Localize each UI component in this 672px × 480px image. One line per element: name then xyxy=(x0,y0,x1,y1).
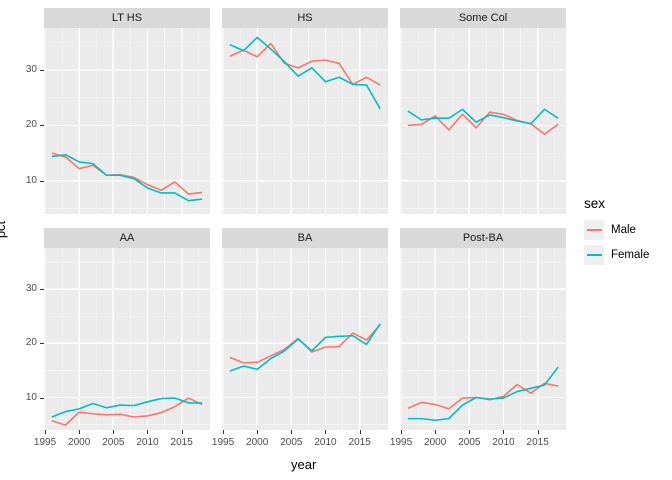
legend-item-male: Male xyxy=(584,220,649,240)
x-tick-label: 2005 xyxy=(102,437,125,448)
y-axis-title: pct xyxy=(0,220,9,239)
legend-item-label: Male xyxy=(611,224,636,236)
facet-panel xyxy=(44,248,210,430)
facet-panel xyxy=(44,28,210,214)
grid-minor xyxy=(400,248,566,430)
legend-key-female-icon xyxy=(584,245,604,265)
y-tick-label: 20 xyxy=(25,337,37,349)
facet-panel xyxy=(400,28,566,214)
female-line-swatch xyxy=(586,254,602,256)
x-tick-mark xyxy=(223,430,225,434)
facet-strip-label: Post-BA xyxy=(462,232,504,244)
facet-panel xyxy=(400,248,566,430)
panel-background xyxy=(400,248,566,430)
female-line xyxy=(407,366,559,422)
facet-strip-label: HS xyxy=(297,12,313,24)
y-tick-mark xyxy=(40,125,44,127)
y-tick-mark xyxy=(40,70,44,72)
grid-major xyxy=(222,28,388,214)
facet-strip: LT HS xyxy=(44,8,210,28)
panel-background xyxy=(44,28,210,214)
female-line xyxy=(407,108,559,125)
male-line xyxy=(51,397,203,426)
x-axis-title: year xyxy=(291,457,317,472)
x-tick-label: 2015 xyxy=(170,437,193,448)
x-tick-label: 2015 xyxy=(526,437,549,448)
x-tick-mark xyxy=(257,430,259,434)
y-tick-mark xyxy=(40,180,44,182)
male-line xyxy=(407,111,559,136)
panel-background xyxy=(44,248,210,430)
grid-major xyxy=(400,248,566,430)
grid-major xyxy=(400,28,566,214)
x-tick-label: 2000 xyxy=(68,437,91,448)
facet-strip-label: LT HS xyxy=(111,12,143,24)
facet-strip-label: AA xyxy=(119,232,135,244)
facet-strip: BA xyxy=(222,228,388,248)
male-line-swatch xyxy=(586,229,602,231)
x-tick-mark xyxy=(503,430,505,434)
facet-strip: AA xyxy=(44,228,210,248)
x-tick-mark xyxy=(79,430,81,434)
y-tick-mark xyxy=(40,343,44,345)
x-tick-label: 1995 xyxy=(389,437,413,448)
x-tick-mark xyxy=(181,430,183,434)
female-line xyxy=(229,323,381,372)
x-tick-mark xyxy=(291,430,293,434)
grid-major xyxy=(44,28,210,214)
panel-background xyxy=(222,248,388,430)
x-tick-label: 2010 xyxy=(492,437,515,448)
y-tick-label: 30 xyxy=(25,283,37,295)
x-tick-label: 2010 xyxy=(136,437,159,448)
grid-major xyxy=(222,248,388,430)
x-tick-label: 2010 xyxy=(314,437,337,448)
legend-title: sex xyxy=(584,196,606,211)
x-tick-mark xyxy=(147,430,149,434)
x-tick-mark xyxy=(113,430,115,434)
y-tick-label: 10 xyxy=(25,391,37,403)
facet-strip: Some Col xyxy=(400,8,566,28)
grid-minor xyxy=(222,248,388,430)
grid-minor xyxy=(44,28,210,214)
facet-strip-label: Some Col xyxy=(458,12,508,24)
facet-strip: Post-BA xyxy=(400,228,566,248)
grid-minor xyxy=(400,28,566,214)
x-tick-mark xyxy=(45,430,47,434)
y-tick-label: 20 xyxy=(25,119,37,131)
grid-minor xyxy=(222,28,388,214)
legend-key-male-icon xyxy=(584,220,604,240)
x-tick-label: 1995 xyxy=(211,437,235,448)
x-tick-mark xyxy=(469,430,471,434)
x-tick-label: 2005 xyxy=(458,437,481,448)
x-tick-mark xyxy=(401,430,403,434)
female-line xyxy=(51,397,203,418)
female-line xyxy=(229,36,381,110)
x-tick-label: 2005 xyxy=(280,437,303,448)
grid-minor xyxy=(44,248,210,430)
x-tick-label: 2000 xyxy=(246,437,269,448)
x-tick-mark xyxy=(325,430,327,434)
male-line xyxy=(51,152,203,195)
y-tick-label: 10 xyxy=(25,174,37,186)
panel-background xyxy=(222,28,388,214)
facet-strip: HS xyxy=(222,8,388,28)
y-tick-mark xyxy=(40,397,44,399)
female-line xyxy=(51,153,203,202)
x-tick-label: 1995 xyxy=(33,437,57,448)
x-tick-mark xyxy=(537,430,539,434)
x-tick-mark xyxy=(435,430,437,434)
facet-panel xyxy=(222,28,388,214)
facet-strip-label: BA xyxy=(297,232,313,244)
facet-panel xyxy=(222,248,388,430)
y-tick-label: 30 xyxy=(25,64,37,76)
legend-item-female: Female xyxy=(584,245,649,265)
legend-item-label: Female xyxy=(611,249,650,261)
x-tick-label: 2015 xyxy=(348,437,371,448)
legend: sex Male Female xyxy=(584,196,649,270)
male-line xyxy=(229,42,381,86)
x-tick-label: 2000 xyxy=(424,437,447,448)
x-tick-mark xyxy=(359,430,361,434)
y-tick-mark xyxy=(40,289,44,291)
